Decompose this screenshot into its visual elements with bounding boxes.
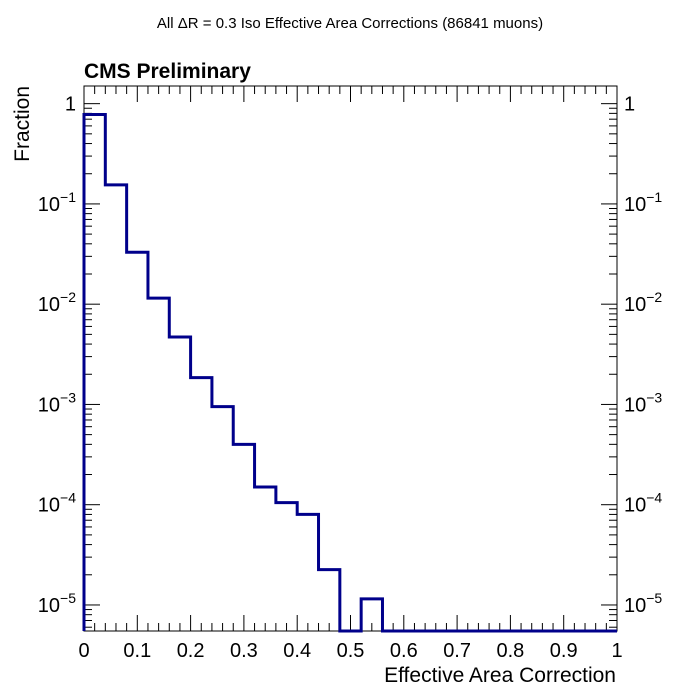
x-tick-labels: 0 0.1 0.2 0.3 0.4 0.5 0.6 0.7 0.8 0.9 1 — [78, 640, 622, 662]
y-tick-label: 10−4 — [38, 490, 76, 517]
x-tick-label: 0.5 — [337, 640, 365, 662]
y-tick-labels: 1 1 10−1 10−1 10−2 10−2 10−3 10−3 10−4 10−4 10−5 10… — [38, 94, 663, 617]
y-tick-label: 1 — [65, 94, 76, 116]
x-tick-label: 0.9 — [550, 640, 578, 662]
x-tick-label: 0.4 — [283, 640, 311, 662]
x-tick-label: 0.6 — [390, 640, 418, 662]
x-tick-label: 0.3 — [230, 640, 258, 662]
axis-ticks — [83, 86, 618, 631]
y-tick-label: 10−3 — [38, 389, 76, 416]
y-axis-label: Fraction — [11, 86, 34, 162]
y-tick-label-right: 10−1 — [624, 189, 662, 216]
y-tick-label: 10−5 — [38, 590, 76, 617]
x-tick-label: 1 — [611, 640, 622, 662]
y-tick-label-right: 10−3 — [624, 389, 662, 416]
y-tick-label-right: 10−4 — [624, 490, 662, 517]
x-tick-label: 0.8 — [496, 640, 524, 662]
y-tick-label: 10−1 — [38, 189, 76, 216]
x-tick-label: 0.1 — [123, 640, 151, 662]
y-tick-label-right: 10−2 — [624, 289, 662, 316]
cms-label: CMS Preliminary — [84, 60, 251, 83]
x-tick-label: 0 — [78, 640, 89, 662]
y-tick-label-right: 10−5 — [624, 590, 662, 617]
y-tick-label: 10−2 — [38, 289, 76, 316]
x-axis-label: Effective Area Correction — [384, 664, 616, 687]
plot-frame — [83, 85, 618, 632]
x-tick-label: 0.2 — [177, 640, 205, 662]
histogram-series — [82, 112, 617, 633]
chart-title: All ΔR = 0.3 Iso Effective Area Correcti… — [157, 15, 543, 32]
x-tick-label: 0.7 — [443, 640, 471, 662]
y-tick-label-right: 1 — [624, 94, 635, 116]
